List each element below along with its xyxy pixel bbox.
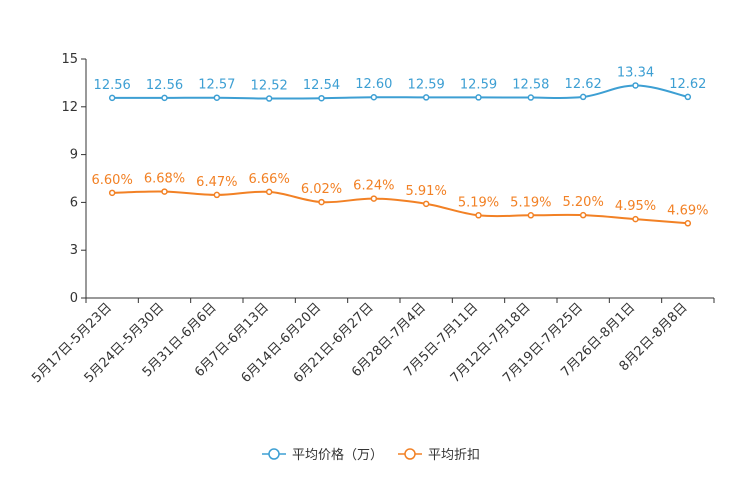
data-label: 6.24% — [353, 179, 394, 194]
y-tick-label: 3 — [70, 243, 78, 258]
legend-item-1[interactable]: 平均价格（万） — [262, 447, 383, 463]
data-point[interactable] — [161, 94, 168, 102]
data-label: 12.60 — [355, 77, 392, 92]
data-label: 6.02% — [301, 182, 342, 197]
data-label: 13.34 — [617, 65, 654, 80]
legend[interactable]: 平均价格（万） 平均折扣 — [262, 447, 480, 463]
data-label: 12.57 — [198, 78, 235, 93]
data-label: 12.56 — [94, 78, 131, 93]
data-label: 12.58 — [512, 78, 549, 93]
data-label: 12.62 — [669, 77, 706, 92]
data-label: 12.62 — [565, 77, 602, 92]
data-label: 5.91% — [406, 184, 447, 199]
series-line-2 — [112, 190, 688, 225]
data-label: 12.59 — [460, 77, 497, 92]
data-label: 5.19% — [458, 195, 499, 210]
data-point[interactable] — [475, 212, 482, 219]
data-point[interactable] — [370, 195, 378, 202]
data-point[interactable] — [632, 82, 639, 89]
y-tick-label: 6 — [70, 195, 78, 210]
data-label: 5.20% — [563, 195, 604, 210]
data-point[interactable] — [632, 215, 639, 223]
data-point[interactable] — [684, 93, 692, 101]
y-tick-label: 15 — [61, 52, 78, 67]
data-label: 6.66% — [249, 172, 290, 187]
data-point[interactable] — [108, 189, 116, 197]
data-label: 4.95% — [615, 199, 656, 214]
data-point[interactable] — [213, 94, 221, 101]
data-point[interactable] — [684, 220, 692, 227]
y-tick-label: 0 — [70, 291, 78, 306]
data-label: 12.56 — [146, 78, 183, 93]
legend-marker — [268, 448, 280, 460]
data-point[interactable] — [370, 93, 378, 101]
legend-item-2[interactable]: 平均折扣 — [398, 448, 480, 463]
data-point[interactable] — [108, 94, 116, 102]
legend-marker — [404, 448, 416, 460]
data-point[interactable] — [579, 211, 587, 219]
legend-label: 平均价格（万） — [292, 447, 383, 463]
data-point[interactable] — [265, 95, 273, 102]
legend-label: 平均折扣 — [428, 448, 480, 463]
data-labels: 12.56 12.56 12.57 12.52 12.54 12.60 12.59 12.59… — [92, 65, 709, 218]
data-point[interactable] — [527, 212, 535, 219]
y-tick-label: 12 — [61, 100, 78, 115]
data-label: 5.19% — [510, 195, 551, 210]
data-point[interactable] — [318, 198, 325, 206]
data-label: 4.69% — [667, 203, 708, 218]
data-point[interactable] — [475, 94, 482, 101]
data-point[interactable] — [579, 93, 587, 101]
data-label: 6.68% — [144, 172, 185, 187]
data-point[interactable] — [213, 191, 221, 199]
data-label: 6.47% — [196, 175, 237, 190]
data-point[interactable] — [527, 94, 535, 101]
data-point[interactable] — [422, 200, 430, 208]
data-label: 12.54 — [303, 78, 340, 93]
data-point[interactable] — [422, 94, 430, 101]
series-lines — [108, 82, 692, 227]
axes: 036912155月17日-5月23日5月24日-5月30日5月31日-6月6日… — [29, 52, 715, 386]
data-label: 12.52 — [251, 79, 288, 94]
data-label: 12.59 — [408, 77, 445, 92]
data-point[interactable] — [318, 94, 325, 102]
data-point[interactable] — [265, 188, 273, 196]
data-label: 6.60% — [92, 173, 133, 188]
data-point[interactable] — [161, 188, 168, 195]
y-tick-label: 9 — [70, 148, 78, 163]
series-line-1 — [112, 84, 689, 100]
